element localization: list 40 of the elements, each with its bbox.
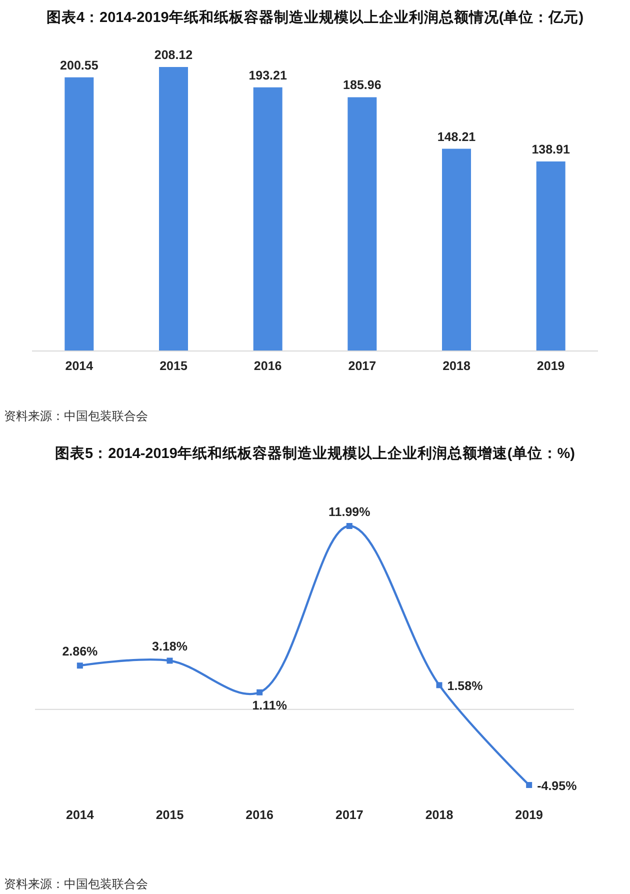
data-label: 2.86% bbox=[62, 644, 98, 659]
bar bbox=[536, 161, 566, 351]
bar bbox=[159, 67, 188, 351]
x-tick-label: 2015 bbox=[156, 808, 184, 822]
data-label: 138.91 bbox=[532, 142, 570, 156]
point bbox=[526, 782, 532, 788]
x-tick-label: 2014 bbox=[65, 359, 94, 373]
data-label: 185.96 bbox=[343, 78, 382, 92]
text: 资料来源：中国包装联合会 bbox=[4, 877, 148, 891]
x-tick-label: 2015 bbox=[160, 359, 188, 373]
data-label: 11.99% bbox=[328, 505, 370, 519]
point bbox=[436, 682, 442, 688]
x-tick-label: 2017 bbox=[348, 359, 376, 373]
point bbox=[346, 523, 352, 529]
data-label: 200.55 bbox=[60, 58, 98, 72]
x-tick-label: 2016 bbox=[246, 808, 274, 822]
chart-title: 图表4：2014-2019年纸和纸板容器制造业规模以上企业利润总额情况(单位：亿元) bbox=[46, 8, 584, 26]
x-tick-label: 2016 bbox=[254, 359, 282, 373]
x-tick-label: 2014 bbox=[66, 808, 94, 822]
data-label: 148.21 bbox=[437, 130, 476, 144]
point bbox=[256, 689, 263, 696]
point bbox=[166, 658, 173, 664]
x-tick-label: 2019 bbox=[536, 359, 565, 373]
x-tick-label: 2018 bbox=[442, 359, 470, 373]
data-label: 1.58% bbox=[447, 679, 483, 694]
bar bbox=[253, 87, 282, 351]
data-label: -4.95% bbox=[537, 779, 577, 793]
data-label: 193.21 bbox=[248, 68, 287, 82]
text: 资料来源：中国包装联合会 bbox=[4, 409, 148, 423]
x-tick-label: 2018 bbox=[425, 808, 454, 822]
bar bbox=[442, 148, 471, 351]
data-label: 1.11% bbox=[252, 698, 287, 712]
data-label: 208.12 bbox=[154, 48, 193, 62]
data-label: 3.18% bbox=[152, 640, 188, 654]
chart-title: 图表5：2014-2019年纸和纸板容器制造业规模以上企业利润总额增速(单位：%) bbox=[55, 444, 576, 462]
point bbox=[76, 662, 83, 669]
x-tick-label: 2017 bbox=[336, 808, 364, 822]
bar bbox=[348, 97, 377, 351]
x-tick-label: 2019 bbox=[515, 808, 544, 822]
bar bbox=[64, 77, 94, 351]
